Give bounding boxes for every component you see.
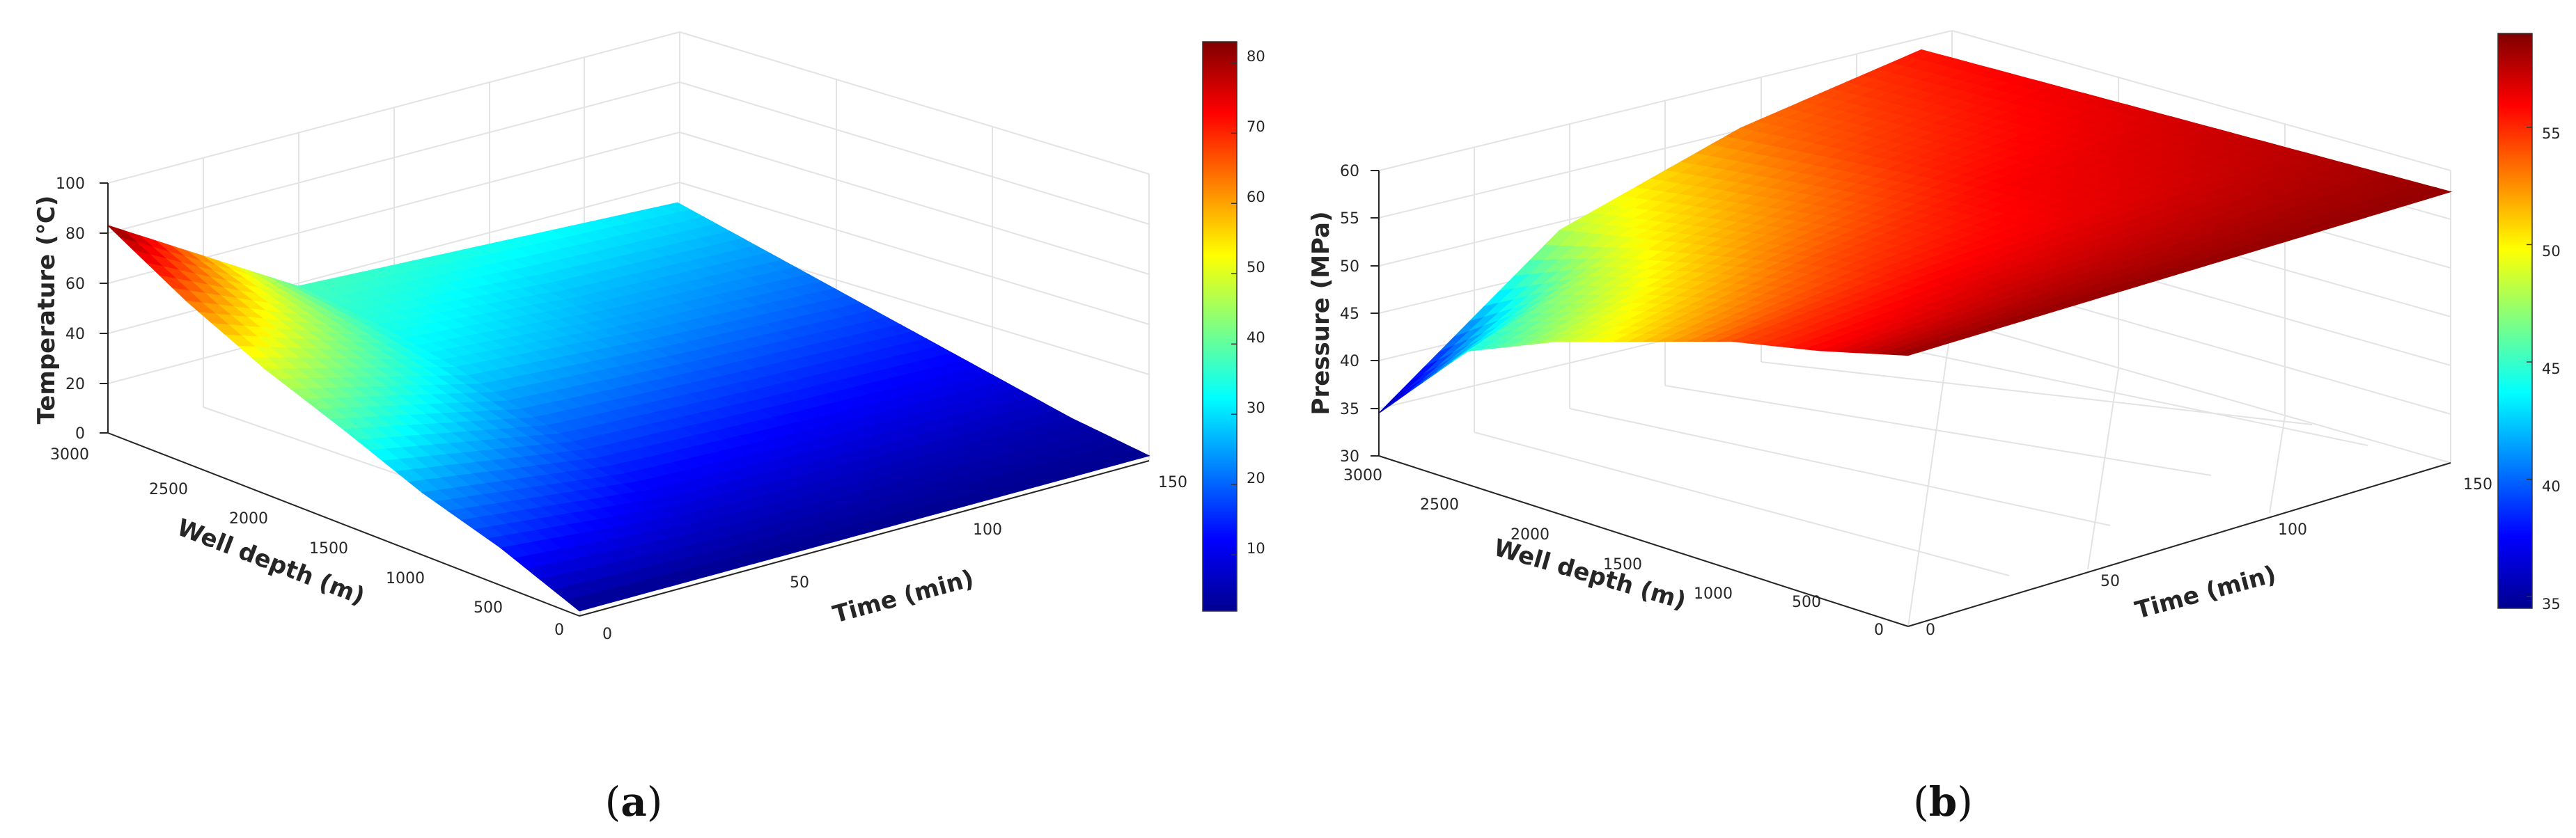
svg-text:(a): (a) <box>605 778 663 825</box>
colorbar-tick-label: 30 <box>1247 400 1265 416</box>
chart-a: 100 80 60 40 20 0 3000 2500 2000 1500 10… <box>33 31 1265 825</box>
x-tick-label: 3000 <box>50 446 89 464</box>
z-tick-label: 40 <box>1340 353 1359 370</box>
z-tick-label: 55 <box>1340 210 1359 228</box>
y-tick-label: 100 <box>2278 521 2307 539</box>
x-tick-label: 3000 <box>1343 467 1382 484</box>
y-axis-label: Time (min) <box>2132 560 2279 624</box>
x-tick-label: 1500 <box>1603 556 1642 574</box>
surface-b <box>1378 49 2453 413</box>
y-axis-label: Time (min) <box>830 564 977 628</box>
surface-patch <box>565 596 597 612</box>
colorbar-tick-label: 40 <box>2542 478 2561 495</box>
colorbar-b-gradient <box>2497 33 2533 609</box>
x-tick-label: 500 <box>474 599 503 617</box>
x-tick-label: 2000 <box>1511 526 1549 544</box>
z-tick-label: 40 <box>65 326 85 343</box>
z-axis-label: Temperature (℃) <box>33 196 61 425</box>
z-tick-label: 45 <box>1340 306 1359 323</box>
colorbar-tick-label: 70 <box>1247 118 1265 135</box>
colorbar-tick-label: 10 <box>1247 540 1265 557</box>
chart-b: 60 55 50 45 40 35 30 3000 2500 2000 1500… <box>1307 30 2561 825</box>
colorbar-b: 35 40 45 50 55 <box>2497 33 2561 612</box>
x-tick-label: 0 <box>1874 622 1884 639</box>
colorbar-a: 10 20 30 40 50 60 70 80 <box>1202 41 1265 612</box>
x-tick-label: 2500 <box>149 481 188 498</box>
z-axis-label: Pressure (MPa) <box>1307 212 1335 416</box>
y-tick-label: 0 <box>1926 622 1935 639</box>
panel-label-b: (b) <box>1913 778 1973 825</box>
x-tick-label: 1000 <box>1694 585 1733 603</box>
y-tick-label: 150 <box>1158 474 1187 491</box>
chart-b-zticks <box>1371 170 1379 457</box>
colorbar-tick-label: 35 <box>2542 596 2561 612</box>
surface-a <box>107 202 1150 612</box>
x-tick-label: 2000 <box>229 510 268 528</box>
x-tick-label: 1500 <box>309 540 348 558</box>
y-tick-label: 50 <box>2100 573 2120 590</box>
colorbar-tick-label: 50 <box>2542 243 2561 260</box>
x-tick-label: 0 <box>554 622 564 639</box>
colorbar-b-ticks <box>2527 127 2532 597</box>
panel-label-a: (a) <box>605 778 663 825</box>
colorbar-tick-label: 20 <box>1247 470 1265 487</box>
colorbar-a-gradient <box>1202 41 1238 612</box>
x-tick-label: 1000 <box>386 570 425 587</box>
y-tick-label: 0 <box>602 626 612 643</box>
x-tick-label: 2500 <box>1420 496 1459 514</box>
colorbar-tick-label: 50 <box>1247 259 1265 276</box>
svg-text:(b): (b) <box>1913 778 1973 825</box>
surface-patch <box>1394 374 1424 399</box>
z-tick-label: 60 <box>65 276 85 293</box>
y-tick-label: 100 <box>973 521 1002 539</box>
z-tick-label: 30 <box>1340 448 1359 466</box>
colorbar-tick-label: 40 <box>1247 329 1265 346</box>
z-tick-label: 20 <box>65 376 85 393</box>
colorbar-tick-label: 80 <box>1247 48 1265 65</box>
z-tick-label: 35 <box>1340 401 1359 418</box>
z-tick-label: 100 <box>56 175 85 193</box>
z-tick-label: 50 <box>1340 258 1359 276</box>
z-tick-label: 0 <box>75 425 85 443</box>
y-tick-label: 150 <box>2463 476 2492 493</box>
colorbar-tick-label: 55 <box>2542 125 2561 142</box>
colorbar-a-ticks <box>1231 62 1237 555</box>
chart-a-zticks <box>100 182 108 434</box>
x-tick-label: 500 <box>1792 594 1821 611</box>
z-tick-label: 60 <box>1340 163 1359 180</box>
z-tick-label: 80 <box>65 226 85 243</box>
y-tick-label: 50 <box>790 574 809 592</box>
colorbar-tick-label: 60 <box>1247 189 1265 205</box>
colorbar-tick-label: 45 <box>2542 361 2561 377</box>
surface-patch <box>1893 349 1923 356</box>
x-axis-label: Well depth (m) <box>173 514 368 610</box>
chart-a-axes <box>107 183 1150 617</box>
